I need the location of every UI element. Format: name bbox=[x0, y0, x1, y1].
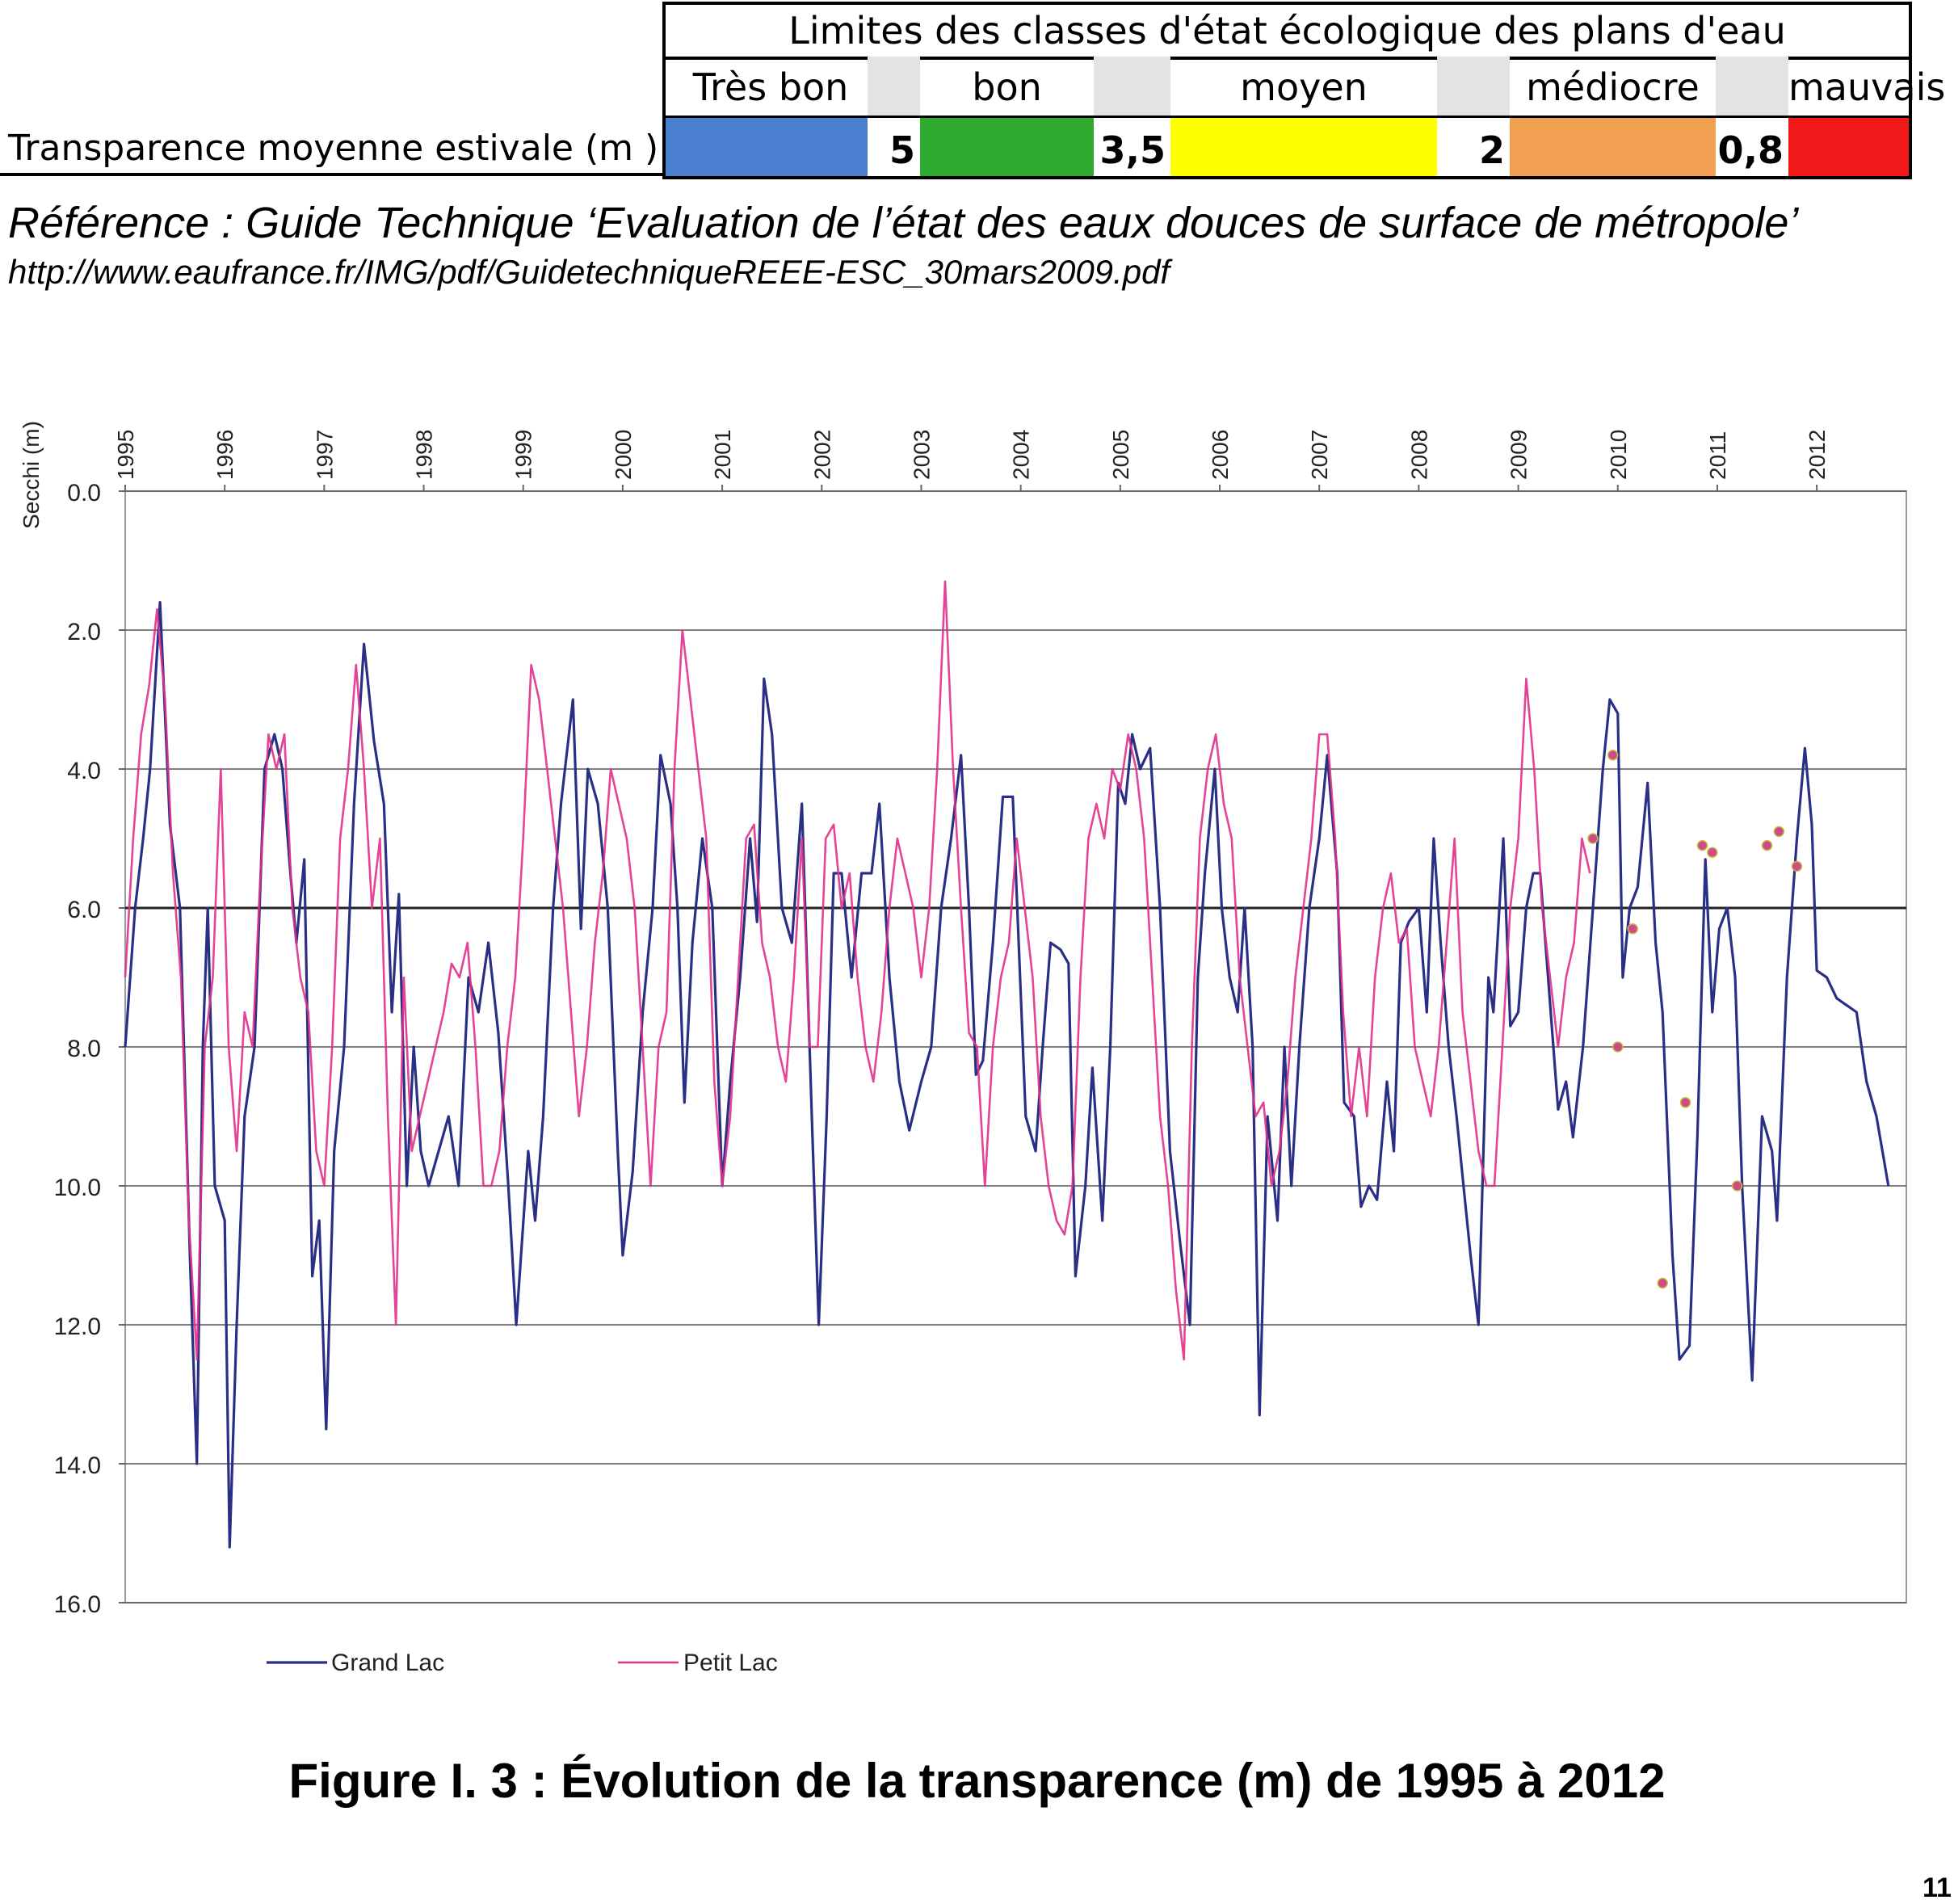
petit-lac-point-10 bbox=[1773, 826, 1785, 838]
petit-lac-point-3 bbox=[1612, 1041, 1624, 1053]
y-tick-label: 0.0 bbox=[67, 480, 101, 506]
threshold-3-5: 3,5 bbox=[1094, 118, 1170, 176]
petit-lac-point-11 bbox=[1791, 860, 1803, 872]
swatch-mediocre bbox=[1510, 118, 1716, 176]
y-tick-label: 8.0 bbox=[67, 1036, 101, 1062]
x-tick-label: 2006 bbox=[1208, 430, 1233, 480]
petit-lac-point-6 bbox=[1696, 839, 1708, 851]
class-name-moyen: moyen bbox=[1240, 65, 1368, 109]
petit-lac-point-5 bbox=[1679, 1097, 1691, 1108]
x-tick-label: 2007 bbox=[1307, 430, 1332, 480]
swatch-mauvais bbox=[1788, 118, 1909, 176]
x-tick-label: 2008 bbox=[1406, 430, 1431, 480]
x-tick-label: 2012 bbox=[1805, 430, 1830, 480]
chart-legend: Grand Lac Petit Lac bbox=[267, 1650, 778, 1676]
series-line-petit-lac bbox=[124, 580, 1591, 1361]
series-line-grand-lac bbox=[124, 601, 1890, 1549]
class-name-mediocre: médiocre bbox=[1526, 65, 1700, 109]
reference-url[interactable]: http://www.eaufrance.fr/IMG/pdf/Guidetec… bbox=[8, 253, 1170, 291]
ecological-class-table: Limites des classes d'état écologique de… bbox=[0, 0, 1946, 186]
swatch-tres-bon bbox=[666, 118, 868, 176]
y-tick-label: 6.0 bbox=[67, 897, 101, 923]
row-label: Transparence moyenne estivale (m ) bbox=[0, 121, 664, 176]
secchi-chart: 0.0 2.0 4.0 6.0 8.0 10.0 12.0 14.0 16.0 Secchi (m… bbox=[19, 421, 1907, 1676]
x-tick-label: 1999 bbox=[511, 430, 536, 480]
threshold-2: 2 bbox=[1437, 118, 1510, 176]
class-values-row: 5 3,5 2 0,8 bbox=[662, 118, 1912, 179]
swatch-bon bbox=[920, 118, 1094, 176]
y-tick-label: 2.0 bbox=[67, 619, 101, 645]
swatch-moyen bbox=[1170, 118, 1437, 176]
legend-label-grand-lac: Grand Lac bbox=[331, 1650, 444, 1676]
chart-series bbox=[124, 580, 1890, 1549]
figure-caption: Figure I. 3 : Évolution de la transparen… bbox=[288, 1754, 1666, 1808]
x-tick-label: 2011 bbox=[1705, 431, 1730, 480]
petit-lac-point-8 bbox=[1731, 1180, 1743, 1192]
x-tick-label: 1995 bbox=[113, 430, 138, 480]
x-tick-label: 2003 bbox=[909, 430, 934, 480]
petit-lac-point-4 bbox=[1657, 1277, 1668, 1289]
x-tick-label: 1996 bbox=[212, 430, 237, 480]
y-tick-label: 10.0 bbox=[54, 1175, 101, 1201]
x-tick-label: 1997 bbox=[312, 430, 337, 480]
x-tick-label: 1998 bbox=[412, 430, 437, 480]
chart-grid bbox=[124, 490, 1907, 1603]
page-number: 11 bbox=[1922, 1872, 1952, 1903]
chart-axes: 0.0 2.0 4.0 6.0 8.0 10.0 12.0 14.0 16.0 Secchi (m… bbox=[19, 421, 1830, 1618]
y-axis-label: Secchi (m) bbox=[19, 421, 44, 529]
petit-lac-point-1 bbox=[1607, 750, 1619, 761]
class-name-bon: bon bbox=[972, 65, 1042, 109]
threshold-0-8: 0,8 bbox=[1716, 118, 1788, 176]
petit-lac-point-9 bbox=[1761, 839, 1773, 851]
class-name-tres-bon: Très bon bbox=[692, 65, 849, 109]
x-tick-label: 2000 bbox=[611, 430, 636, 480]
y-tick-label: 12.0 bbox=[54, 1313, 101, 1340]
class-names-row: Très bon bon moyen médiocre mauvais bbox=[662, 57, 1946, 118]
y-tick-label: 16.0 bbox=[54, 1591, 101, 1618]
y-tick-label: 4.0 bbox=[67, 758, 101, 784]
y-tick-label: 14.0 bbox=[54, 1452, 101, 1479]
class-name-mauvais: mauvais bbox=[1788, 65, 1946, 109]
x-tick-label: 2001 bbox=[710, 430, 735, 480]
x-tick-label: 2004 bbox=[1009, 430, 1034, 480]
x-tick-label: 2005 bbox=[1108, 430, 1133, 480]
petit-lac-point-0 bbox=[1587, 833, 1599, 844]
reference-line: Référence : Guide Technique ‘Evaluation … bbox=[8, 199, 1799, 247]
petit-lac-point-2 bbox=[1627, 923, 1638, 935]
legend-label-petit-lac: Petit Lac bbox=[683, 1650, 778, 1676]
x-tick-label: 2010 bbox=[1606, 430, 1631, 480]
threshold-5: 5 bbox=[868, 118, 920, 176]
x-tick-label: 2009 bbox=[1506, 430, 1532, 480]
table-title: Limites des classes d'état écologique de… bbox=[662, 2, 1912, 60]
petit-lac-point-7 bbox=[1707, 847, 1718, 858]
x-tick-label: 2002 bbox=[809, 430, 834, 480]
